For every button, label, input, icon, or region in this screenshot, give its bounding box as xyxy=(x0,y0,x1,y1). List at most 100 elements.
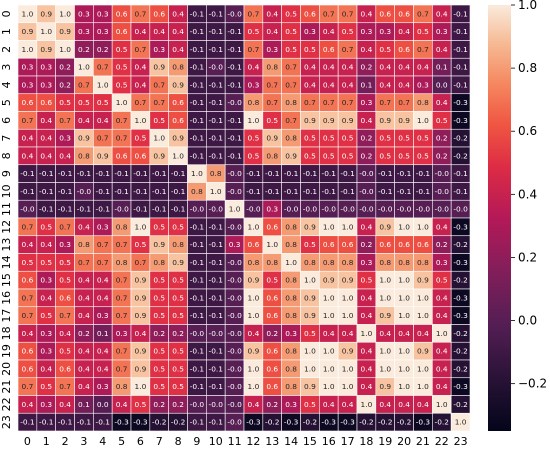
cell-value-label: 0.4 xyxy=(398,27,410,36)
cell-value-label: 0.9 xyxy=(135,311,147,320)
cell-value-label: 0.4 xyxy=(398,400,410,409)
cell-value-label: -0.0 xyxy=(359,205,374,214)
cell-value-label: 0.5 xyxy=(266,116,278,125)
cell-value-label: -0.1 xyxy=(453,63,468,72)
cell-value-label: 0.1 xyxy=(97,329,109,338)
cell-value-label: 0.2 xyxy=(153,329,165,338)
cell-value-label: 0.9 xyxy=(379,222,391,231)
cell-value-label: 0.7 xyxy=(248,45,260,54)
cell-value-label: 0.6 xyxy=(116,151,128,160)
cell-value-label: -0.0 xyxy=(209,400,224,409)
cell-value-label: 1.0 xyxy=(417,222,429,231)
cell-value-label: 0.4 xyxy=(361,9,373,18)
y-tick-label: 8 xyxy=(0,152,13,159)
cell-value-label: 0.4 xyxy=(361,293,373,302)
cell-value-label: -0.0 xyxy=(209,63,224,72)
cell-value-label: 0.9 xyxy=(135,276,147,285)
cell-value-label: 0.9 xyxy=(78,134,90,143)
cell-value-label: 1.0 xyxy=(135,382,147,391)
cell-value-label: 0.4 xyxy=(97,347,109,356)
cell-value-label: 0.6 xyxy=(323,240,335,249)
cell-value-label: -0.1 xyxy=(453,9,468,18)
cell-value-label: 0.4 xyxy=(40,293,52,302)
cell-value-label: 0.9 xyxy=(97,151,109,160)
cell-value-label: -0.1 xyxy=(77,169,92,178)
x-tick-label: 15 xyxy=(303,435,317,448)
cell-value-label: 0.5 xyxy=(172,276,184,285)
cell-value-label: 0.7 xyxy=(135,45,147,54)
x-tick-label: 2 xyxy=(62,435,69,448)
cell-value-label: -0.1 xyxy=(209,151,224,160)
colorbar-tick-label: 0.0 xyxy=(518,314,537,328)
cell-value-label: -0.1 xyxy=(227,45,242,54)
cell-value-label: 0.8 xyxy=(78,240,90,249)
cell-value-label: -0.1 xyxy=(265,169,280,178)
y-tick-label: 10 xyxy=(0,184,13,198)
cell-value-label: 0.9 xyxy=(40,9,52,18)
cell-value-label: 0.4 xyxy=(361,364,373,373)
cell-value-label: 0.7 xyxy=(116,311,128,320)
cell-value-label: 0.8 xyxy=(417,258,429,267)
cell-value-label: -0.1 xyxy=(209,364,224,373)
cell-value-label: 0.5 xyxy=(398,134,410,143)
cell-value-label: 0.2 xyxy=(361,134,373,143)
cell-value-label: 0.9 xyxy=(304,116,316,125)
cell-value-label: 0.4 xyxy=(342,63,354,72)
cell-value-label: 0.2 xyxy=(266,329,278,338)
cell-value-label: 0.7 xyxy=(342,45,354,54)
cell-value-label: 0.7 xyxy=(417,9,429,18)
cell-value-label: -0.3 xyxy=(322,418,337,427)
cell-value-label: 0.4 xyxy=(323,329,335,338)
cell-value-label: -0.1 xyxy=(171,205,186,214)
cell-value-label: -0.2 xyxy=(453,240,467,249)
cell-value-label: -0.0 xyxy=(303,205,318,214)
cell-value-label: -0.3 xyxy=(133,418,148,427)
cell-value-label: 0.9 xyxy=(304,222,316,231)
cell-value-label: -0.0 xyxy=(227,347,242,356)
cell-value-label: 1.0 xyxy=(398,222,410,231)
cell-value-label: 0.3 xyxy=(361,98,373,107)
cell-value-label: 0.3 xyxy=(248,80,260,89)
cell-value-label: 0.5 xyxy=(304,329,316,338)
cell-value-label: 0.7 xyxy=(135,9,147,18)
cell-value-label: -0.1 xyxy=(190,63,205,72)
cell-value-label: 0.8 xyxy=(285,347,297,356)
cell-value-label: 0.2 xyxy=(172,329,184,338)
cell-value-label: 0.4 xyxy=(22,240,34,249)
cell-value-label: 0.0 xyxy=(436,80,448,89)
cell-value-label: 0.3 xyxy=(229,240,241,249)
cell-value-label: -0.1 xyxy=(397,187,412,196)
cell-value-label: 0.4 xyxy=(436,9,448,18)
x-tick-label: 21 xyxy=(416,435,430,448)
y-tick-label: 19 xyxy=(0,344,13,358)
x-tick-label: 18 xyxy=(359,435,373,448)
cell-value-label: 0.5 xyxy=(153,293,165,302)
cell-value-label: 0.1 xyxy=(361,80,373,89)
cell-value-label: 0.8 xyxy=(285,364,297,373)
cell-value-label: -0.0 xyxy=(453,205,468,214)
cell-value-label: 0.7 xyxy=(22,222,34,231)
cell-value-label: 0.5 xyxy=(172,311,184,320)
cell-value-label: -0.1 xyxy=(453,45,468,54)
cell-value-label: 0.9 xyxy=(22,27,34,36)
cell-value-label: 0.6 xyxy=(153,9,165,18)
cell-value-label: 0.5 xyxy=(116,63,128,72)
cell-value-label: 0.5 xyxy=(304,240,316,249)
cell-value-label: 0.7 xyxy=(116,134,128,143)
cell-value-label: -0.3 xyxy=(114,418,129,427)
cell-value-label: 0.4 xyxy=(172,27,184,36)
cell-value-label: -0.1 xyxy=(190,258,205,267)
cell-value-label: 0.5 xyxy=(285,9,297,18)
cell-value-label: -0.1 xyxy=(77,205,92,214)
cell-value-label: 0.4 xyxy=(78,276,90,285)
cell-value-label: 0.9 xyxy=(135,347,147,356)
cell-value-label: 0.5 xyxy=(361,276,373,285)
cell-value-label: 0.4 xyxy=(248,329,260,338)
cell-value-label: -0.1 xyxy=(58,205,73,214)
cell-value-label: 0.5 xyxy=(59,258,71,267)
cell-value-label: -0.2 xyxy=(453,364,467,373)
cell-value-label: 0.4 xyxy=(379,63,391,72)
cell-value-label: 0.4 xyxy=(172,9,184,18)
cell-value-label: -0.1 xyxy=(265,187,280,196)
cell-value-label: 0.5 xyxy=(304,134,316,143)
